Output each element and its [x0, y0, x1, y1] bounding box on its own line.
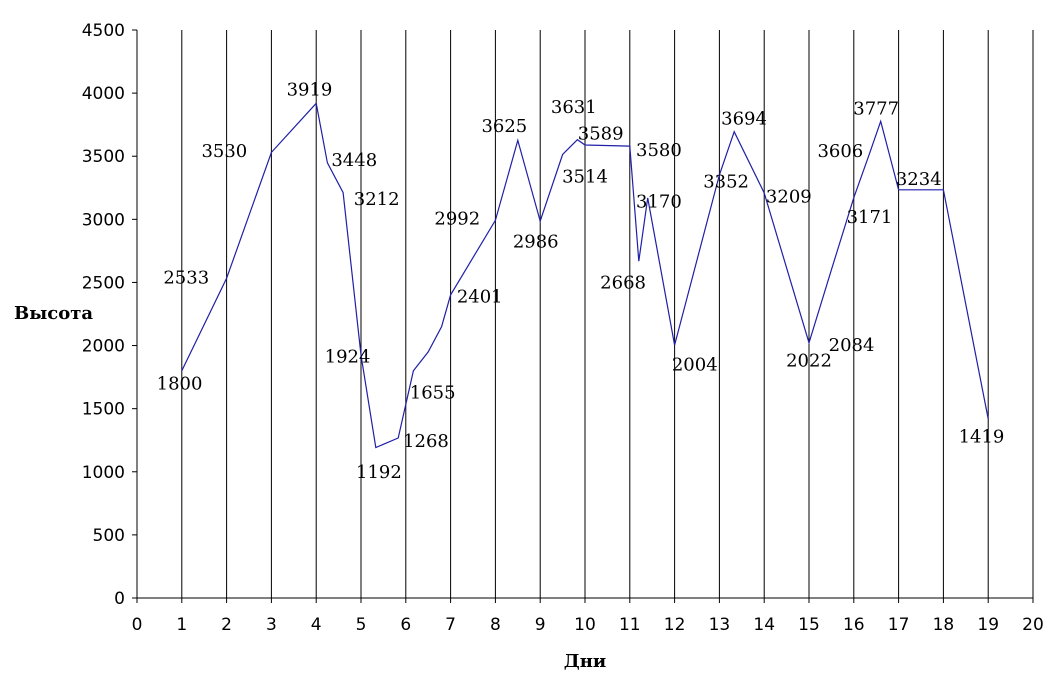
x-tick-label-5: 5 — [356, 615, 367, 635]
x-tick-label-3: 3 — [266, 615, 277, 635]
y-tick-label-4000: 4000 — [82, 84, 125, 104]
x-tick-label-18: 18 — [933, 615, 955, 635]
data-label-2084: 2084 — [829, 335, 875, 356]
y-tick-label-500: 500 — [93, 526, 125, 546]
x-tick-label-15: 15 — [798, 615, 820, 635]
data-label-3171: 3171 — [847, 207, 893, 228]
x-tick-label-14: 14 — [753, 615, 775, 635]
x-tick-label-13: 13 — [709, 615, 731, 635]
x-tick-label-6: 6 — [400, 615, 411, 635]
x-tick-label-16: 16 — [843, 615, 865, 635]
data-label-3530: 3530 — [201, 141, 247, 162]
y-tick-label-2500: 2500 — [82, 273, 125, 293]
y-tick-label-2000: 2000 — [82, 337, 125, 357]
data-label-3919: 3919 — [287, 79, 333, 100]
x-tick-label-7: 7 — [445, 615, 456, 635]
y-axis-title: Высота — [14, 303, 93, 324]
data-label-3580: 3580 — [636, 140, 682, 161]
data-label-2668: 2668 — [600, 272, 646, 293]
axes — [132, 29, 1034, 603]
data-label-2992: 2992 — [434, 209, 480, 230]
data-label-3777: 3777 — [853, 98, 899, 119]
data-label-3631: 3631 — [551, 97, 597, 118]
data-label-3514: 3514 — [562, 166, 608, 187]
series-group — [181, 102, 989, 449]
data-label-2022: 2022 — [786, 351, 832, 372]
data-label-3694: 3694 — [721, 108, 767, 129]
data-label-1419: 1419 — [959, 426, 1005, 447]
data-label-3170: 3170 — [636, 192, 682, 213]
x-tick-label-19: 19 — [977, 615, 999, 635]
data-label-2401: 2401 — [457, 286, 503, 307]
y-tick-label-4500: 4500 — [82, 21, 125, 41]
series-line-0 — [181, 102, 989, 449]
x-tick-label-0: 0 — [132, 615, 143, 635]
x-tick-label-1: 1 — [176, 615, 187, 635]
x-tick-label-4: 4 — [311, 615, 322, 635]
data-label-3212: 3212 — [354, 189, 400, 210]
x-tick-label-12: 12 — [664, 615, 686, 635]
x-tick-label-20: 20 — [1022, 615, 1044, 635]
data-label-3589: 3589 — [578, 124, 624, 145]
x-tick-label-9: 9 — [535, 615, 546, 635]
data-label-2533: 2533 — [163, 267, 209, 288]
data-label-3625: 3625 — [481, 116, 527, 137]
x-tick-label-11: 11 — [619, 615, 641, 635]
data-label-1924: 1924 — [325, 346, 371, 367]
data-label-3448: 3448 — [331, 150, 377, 171]
y-tick-label-1500: 1500 — [82, 400, 125, 420]
data-label-3352: 3352 — [703, 171, 749, 192]
y-tick-labels: 0 500 1000 1500 2000 2500 3000 3500 4000 4500 — [82, 21, 125, 609]
data-label-1268: 1268 — [403, 431, 449, 452]
data-label-3606: 3606 — [817, 141, 863, 162]
data-label-1192: 1192 — [356, 462, 402, 483]
x-tick-label-8: 8 — [490, 615, 501, 635]
x-tick-label-10: 10 — [574, 615, 596, 635]
data-label-3234: 3234 — [896, 169, 942, 190]
data-label-1800: 1800 — [157, 373, 203, 394]
data-label-2986: 2986 — [513, 231, 559, 252]
y-tick-label-0: 0 — [114, 589, 125, 609]
y-tick-label-3000: 3000 — [82, 210, 125, 230]
grid-lines — [181, 30, 1034, 598]
y-tick-label-1000: 1000 — [82, 463, 125, 483]
data-label-2004: 2004 — [672, 354, 718, 375]
data-label-1655: 1655 — [410, 382, 456, 403]
x-tick-label-2: 2 — [221, 615, 232, 635]
x-tick-labels: 0 1 2 3 4 5 6 7 8 9 10 11 12 13 14 15 16 17 18 19 20 — [132, 615, 1044, 635]
data-label-3209: 3209 — [766, 187, 812, 208]
y-tick-label-3500: 3500 — [82, 147, 125, 167]
x-tick-label-17: 17 — [888, 615, 910, 635]
x-axis-title: Дни — [564, 651, 607, 672]
